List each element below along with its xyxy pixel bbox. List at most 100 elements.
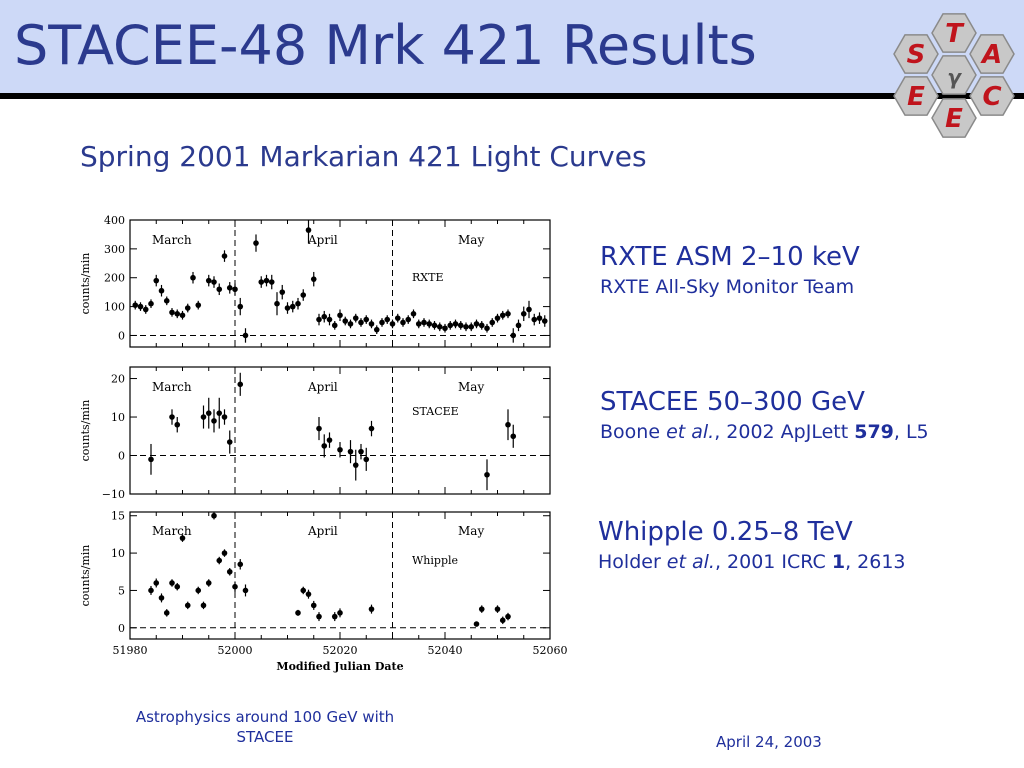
footer-line-2: STACEE bbox=[236, 728, 294, 746]
plot-frame bbox=[129, 511, 551, 640]
data-point bbox=[494, 606, 501, 612]
data-point bbox=[195, 587, 202, 594]
data-point bbox=[473, 321, 480, 327]
y-tick-label: 20 bbox=[111, 373, 125, 386]
y-axis-label: counts/min bbox=[79, 545, 92, 607]
data-point bbox=[174, 311, 181, 317]
slide-subtitle: Spring 2001 Markarian 421 Light Curves bbox=[80, 140, 647, 173]
data-point bbox=[226, 568, 233, 575]
x-tick-label: 52060 bbox=[533, 644, 568, 657]
data-point bbox=[515, 322, 522, 329]
legend-whipple-citation: Holder et al., 2001 ICRC 1, 2613 bbox=[598, 551, 906, 573]
data-point bbox=[379, 319, 385, 326]
data-point bbox=[205, 580, 212, 586]
data-point bbox=[232, 286, 238, 293]
data-point bbox=[510, 332, 517, 339]
y-tick-label: 0 bbox=[118, 622, 125, 635]
data-point bbox=[221, 550, 228, 556]
data-point bbox=[405, 316, 412, 323]
data-point bbox=[258, 279, 265, 285]
y-tick-label: 0 bbox=[118, 329, 125, 342]
data-point bbox=[499, 312, 506, 319]
legend-rxte-credit: RXTE All-Sky Monitor Team bbox=[600, 276, 855, 298]
data-point bbox=[148, 300, 154, 307]
y-axis-label: counts/min bbox=[79, 253, 92, 315]
data-point bbox=[463, 323, 469, 330]
data-point bbox=[284, 305, 291, 311]
data-point bbox=[153, 580, 160, 586]
data-point bbox=[274, 300, 280, 307]
y-tick-label: −10 bbox=[102, 488, 125, 501]
data-point bbox=[352, 315, 359, 321]
data-point bbox=[484, 471, 490, 478]
y-tick-label: 15 bbox=[111, 510, 125, 523]
month-label: May bbox=[458, 524, 484, 538]
data-point bbox=[237, 303, 244, 310]
data-point bbox=[473, 621, 480, 627]
data-point bbox=[363, 456, 370, 463]
data-point bbox=[153, 277, 160, 284]
data-point bbox=[410, 311, 417, 317]
data-point bbox=[368, 606, 375, 612]
data-point bbox=[389, 321, 396, 327]
data-point bbox=[169, 414, 175, 420]
data-point bbox=[237, 561, 244, 568]
logo-letter: T bbox=[945, 19, 965, 49]
data-point bbox=[253, 240, 259, 246]
data-point bbox=[536, 315, 543, 321]
data-point bbox=[442, 325, 448, 332]
data-point bbox=[184, 602, 191, 609]
data-point bbox=[316, 613, 322, 620]
data-point bbox=[195, 302, 202, 308]
data-point bbox=[436, 323, 443, 330]
data-point bbox=[174, 421, 181, 428]
citation-etal: et al. bbox=[666, 551, 715, 573]
data-point bbox=[158, 595, 165, 601]
instrument-label: STACEE bbox=[412, 405, 459, 418]
data-point bbox=[316, 425, 322, 432]
data-point bbox=[169, 580, 175, 586]
data-point bbox=[337, 610, 343, 616]
data-point bbox=[158, 287, 165, 294]
citation-volume: 579 bbox=[854, 421, 894, 443]
data-point bbox=[211, 279, 217, 285]
data-point bbox=[452, 321, 459, 327]
month-label: March bbox=[152, 233, 192, 247]
data-point bbox=[342, 318, 349, 324]
data-point bbox=[305, 591, 312, 597]
data-point bbox=[200, 602, 207, 609]
footer-conference: Astrophysics around 100 GeV with STACEE bbox=[100, 707, 430, 747]
footer-line-1: Astrophysics around 100 GeV with bbox=[135, 708, 395, 726]
data-point bbox=[221, 414, 228, 420]
data-point bbox=[368, 425, 375, 432]
data-point bbox=[326, 437, 333, 443]
data-point bbox=[347, 448, 354, 455]
legend-whipple: Whipple 0.25–8 TeV Holder et al., 2001 I… bbox=[598, 517, 906, 573]
data-point bbox=[295, 300, 301, 307]
month-label: April bbox=[307, 233, 338, 247]
data-point bbox=[169, 309, 175, 316]
data-point bbox=[510, 433, 517, 440]
chart-panel-whipple: 0 5 10 15 March April May Whipple counts/min 5198… bbox=[79, 510, 568, 673]
data-point bbox=[505, 421, 511, 428]
data-point bbox=[310, 602, 317, 609]
month-label: March bbox=[152, 524, 192, 538]
data-point bbox=[505, 613, 511, 620]
data-point bbox=[421, 319, 427, 326]
data-point bbox=[163, 610, 170, 616]
data-point bbox=[484, 325, 490, 332]
data-point bbox=[205, 410, 212, 416]
data-point bbox=[216, 410, 223, 416]
data-point bbox=[237, 381, 244, 388]
data-point bbox=[505, 311, 511, 317]
month-label: May bbox=[458, 380, 484, 394]
citation-journal: , 2001 ICRC bbox=[714, 551, 832, 573]
logo-hexagon bbox=[931, 98, 977, 138]
data-point bbox=[331, 322, 338, 329]
logo-letter: γ bbox=[947, 65, 962, 89]
data-point bbox=[368, 321, 375, 327]
data-point bbox=[242, 587, 249, 594]
y-tick-label: 10 bbox=[111, 547, 125, 560]
y-tick-label: 5 bbox=[118, 584, 125, 597]
data-point bbox=[337, 312, 343, 319]
